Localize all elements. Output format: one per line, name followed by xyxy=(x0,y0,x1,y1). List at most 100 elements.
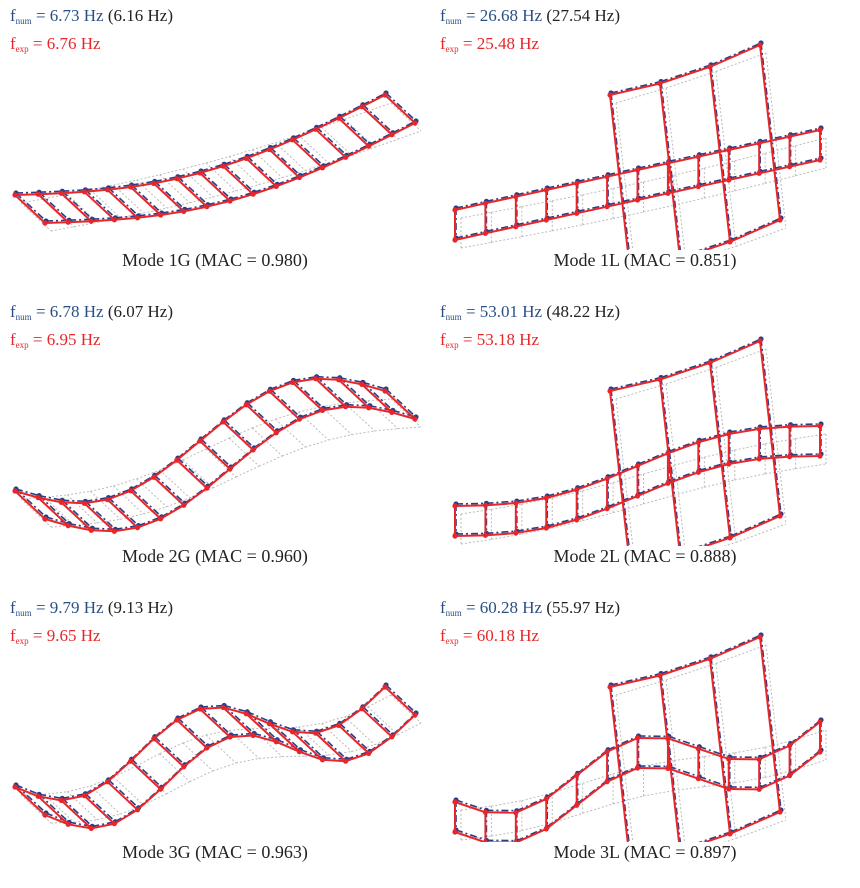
subscript: exp xyxy=(16,636,29,646)
mesh-line xyxy=(254,184,277,192)
reference: (55.97 Hz) xyxy=(546,598,620,617)
mesh-line xyxy=(339,725,369,753)
mesh-line xyxy=(616,384,666,399)
mesh-line xyxy=(21,795,51,823)
mesh-node xyxy=(452,799,457,804)
mesh-line xyxy=(710,659,730,834)
mesh-node xyxy=(483,231,488,236)
mesh-line xyxy=(282,447,305,456)
value: = 26.68 Hz xyxy=(466,6,542,25)
mesh-node xyxy=(42,220,47,225)
mesh-node xyxy=(726,461,731,466)
mesh-line xyxy=(610,380,660,391)
mesh-line xyxy=(293,129,316,139)
mesh-line xyxy=(201,439,231,467)
mesh-line xyxy=(398,131,421,139)
mesh-node xyxy=(59,500,64,505)
mesh-node xyxy=(817,423,822,428)
mesh-line xyxy=(661,674,681,842)
subscript: num xyxy=(446,608,462,618)
mesh-node xyxy=(787,164,792,169)
value: = 60.18 Hz xyxy=(463,626,539,645)
mesh-line xyxy=(616,88,666,103)
mesh-line xyxy=(108,500,138,528)
mesh-line xyxy=(246,714,269,724)
mesh-line xyxy=(213,763,236,771)
mesh-node xyxy=(227,734,232,739)
mesh-node xyxy=(158,212,163,217)
mesh-node xyxy=(544,525,549,530)
caption: Mode 2G (MAC = 0.960) xyxy=(0,546,430,567)
mesh-line xyxy=(661,361,711,378)
mesh-node xyxy=(604,779,609,784)
mesh-node xyxy=(297,175,302,180)
mesh-line xyxy=(736,820,786,838)
mesh-line xyxy=(137,754,160,766)
mesh-line xyxy=(323,157,346,167)
mesh-line xyxy=(611,378,661,389)
mesh-node xyxy=(604,476,609,481)
mesh-node xyxy=(221,705,226,710)
mesh-node xyxy=(36,794,41,799)
mesh-node xyxy=(274,430,279,435)
mesh-node xyxy=(635,463,640,468)
mesh-line xyxy=(316,379,339,380)
mesh-line xyxy=(546,520,576,528)
mode-panel: fnum = 53.01 Hz (48.22 Hz)fexp = 53.18 H… xyxy=(430,296,860,592)
mesh-node xyxy=(359,706,364,711)
mesh-node xyxy=(513,500,518,505)
mesh-node xyxy=(244,156,249,161)
mesh-node xyxy=(82,189,87,194)
mesh-line xyxy=(346,146,369,157)
mesh-node xyxy=(181,209,186,214)
mesh-line xyxy=(167,782,190,794)
mesh-line xyxy=(730,516,780,538)
mesh-node xyxy=(635,167,640,172)
mesh-line xyxy=(322,127,352,155)
mesh-node xyxy=(382,388,387,393)
mesh-node xyxy=(483,533,488,538)
mesh-line xyxy=(62,500,85,501)
mesh-line xyxy=(15,195,45,223)
mesh-node xyxy=(635,493,640,498)
mesh-node xyxy=(204,204,209,209)
mesh-node xyxy=(635,765,640,770)
mesh-line xyxy=(735,747,765,752)
mesh-line xyxy=(51,227,74,231)
mesh-node xyxy=(787,454,792,459)
mesh-line xyxy=(644,495,674,504)
mesh-line xyxy=(294,730,317,731)
mesh-node xyxy=(204,486,209,491)
mesh-node xyxy=(221,164,226,169)
mesh-node xyxy=(727,831,732,836)
mesh-node xyxy=(817,719,822,724)
mesh-node xyxy=(105,187,110,192)
mesh-line xyxy=(346,407,369,408)
mesh-line xyxy=(299,724,322,728)
mesh-node xyxy=(777,217,782,222)
subscript: num xyxy=(446,16,462,26)
mesh-node xyxy=(665,481,670,486)
f-exp: fexp = 6.76 Hz xyxy=(10,34,101,54)
mesh-line xyxy=(790,456,820,457)
mesh-line xyxy=(177,709,200,720)
mesh-line xyxy=(347,751,370,759)
mesh-node xyxy=(66,523,71,528)
mesh-line xyxy=(184,748,207,767)
mesh-line xyxy=(660,380,680,546)
subscript: exp xyxy=(16,44,29,54)
mesh-line xyxy=(731,218,781,240)
mesh-node xyxy=(607,92,612,97)
mesh-node xyxy=(452,207,457,212)
mesh-node xyxy=(112,821,117,826)
mesh-node xyxy=(267,147,272,152)
mesh-line xyxy=(583,219,613,225)
f-exp: fexp = 60.18 Hz xyxy=(440,626,539,646)
mesh-line xyxy=(200,173,230,201)
mesh-node xyxy=(359,104,364,109)
value: = 53.18 Hz xyxy=(463,330,539,349)
mesh-line xyxy=(791,424,821,425)
mesh-line xyxy=(131,491,161,519)
mesh-node xyxy=(757,171,762,176)
mesh-line xyxy=(230,450,253,469)
